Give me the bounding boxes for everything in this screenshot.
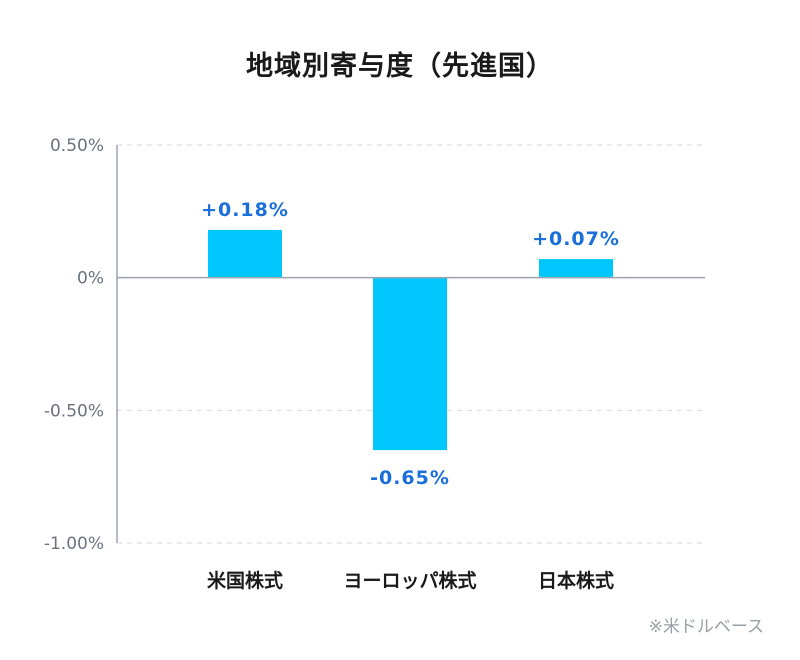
- y-tick-label: 0.50%: [50, 136, 104, 156]
- y-tick-label: 0%: [77, 269, 104, 289]
- category-label: 米国株式: [207, 569, 283, 592]
- category-labels: 米国株式 ヨーロッパ株式 日本株式: [207, 569, 614, 592]
- y-tick-labels: 0.50% 0% -0.50% -1.00%: [44, 136, 104, 554]
- category-label: ヨーロッパ株式: [343, 569, 476, 592]
- bar: [208, 229, 282, 278]
- footnote: ※米ドルベース: [648, 617, 764, 637]
- data-label: +0.18%: [201, 199, 289, 221]
- chart-title: 地域別寄与度（先進国）: [246, 51, 554, 82]
- bar: [539, 259, 613, 278]
- bars: [208, 229, 613, 451]
- bar: [373, 277, 447, 451]
- data-labels: +0.18% -0.65% +0.07%: [201, 199, 620, 489]
- data-label: +0.07%: [532, 228, 620, 250]
- y-tick-label: -0.50%: [44, 401, 104, 421]
- y-tick-label: -1.00%: [44, 534, 104, 554]
- category-label: 日本株式: [538, 569, 614, 592]
- axes: [116, 145, 705, 543]
- data-label: -0.65%: [370, 467, 450, 489]
